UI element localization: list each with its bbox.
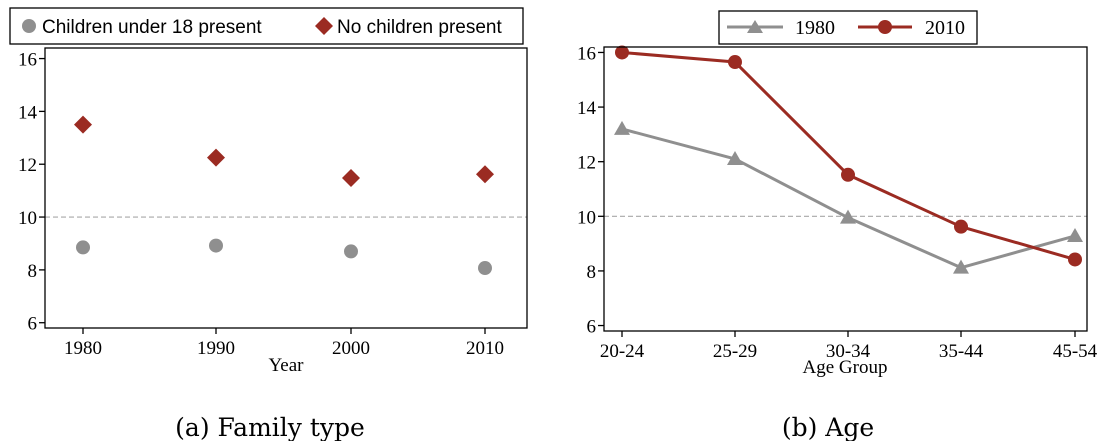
legend-item-children: Children under 18 present bbox=[22, 17, 262, 38]
y-tick-label: 8 bbox=[28, 261, 38, 282]
legend-label-1980: 1980 bbox=[795, 17, 835, 39]
x-tick-label: 45-54 bbox=[1053, 341, 1098, 362]
y-tick-label: 16 bbox=[577, 43, 596, 64]
plot-frame-a bbox=[44, 47, 528, 329]
x-axis-label-a: Year bbox=[268, 355, 304, 376]
point-1980-35-44 bbox=[953, 259, 969, 274]
x-tick-label: 1980 bbox=[64, 338, 102, 359]
y-tick-label: 12 bbox=[18, 155, 37, 176]
legend-marker-children bbox=[22, 19, 36, 33]
legend-marker-2010 bbox=[878, 20, 892, 34]
point-2010-20-24 bbox=[615, 45, 629, 60]
y-tick-label: 16 bbox=[18, 50, 37, 71]
plot-area-a bbox=[74, 115, 494, 276]
point-no-children-2000 bbox=[342, 168, 360, 187]
x-tick-label: 25-29 bbox=[713, 341, 757, 362]
point-no-children-2010 bbox=[476, 165, 494, 184]
y-tick-label: 6 bbox=[587, 317, 597, 338]
x-tick-label: 1990 bbox=[197, 338, 235, 359]
plot-area-b bbox=[614, 45, 1083, 274]
legend-marker-no-children bbox=[315, 17, 333, 35]
point-2010-30-34 bbox=[841, 167, 855, 182]
point-children-2010 bbox=[478, 261, 492, 276]
legend-box-a bbox=[9, 7, 524, 45]
y-axis-b: 6 8 10 12 14 16 bbox=[577, 43, 604, 338]
x-axis-b: 20-24 25-29 30-34 35-44 45-54 bbox=[600, 331, 1098, 362]
legend-label-no-children: No children present bbox=[337, 17, 502, 38]
y-tick-label: 8 bbox=[587, 262, 597, 283]
point-children-1980 bbox=[76, 240, 90, 255]
caption-a: (a) Family type bbox=[175, 413, 365, 441]
point-2010-35-44 bbox=[954, 219, 968, 234]
legend-item-1980: 1980 bbox=[727, 17, 835, 39]
x-axis-label-b: Age Group bbox=[803, 357, 888, 378]
legend-item-no-children: No children present bbox=[315, 17, 502, 38]
legend-label-children: Children under 18 present bbox=[42, 17, 262, 38]
y-tick-label: 14 bbox=[18, 102, 38, 123]
point-1980-45-54 bbox=[1067, 227, 1083, 242]
y-tick-label: 6 bbox=[28, 314, 38, 335]
point-children-2000 bbox=[344, 244, 358, 259]
y-axis-a: 6 8 10 12 14 16 bbox=[18, 50, 45, 335]
series-line-1980 bbox=[621, 127, 1076, 270]
point-1980-20-24 bbox=[614, 120, 630, 135]
legend-marker-1980 bbox=[747, 20, 763, 33]
panel-age: 1980 2010 6 8 10 12 14 16 20-24 25-29 30-34 35-4… bbox=[577, 10, 1098, 441]
legend-item-2010: 2010 bbox=[858, 17, 965, 39]
x-tick-label: 2000 bbox=[332, 338, 370, 359]
x-tick-label: 30-34 bbox=[826, 341, 871, 362]
x-axis-a: 1980 1990 2000 2010 bbox=[64, 328, 504, 359]
point-children-1990 bbox=[209, 238, 223, 253]
point-2010-45-54 bbox=[1068, 252, 1082, 267]
plot-frame-b bbox=[603, 46, 1088, 332]
y-tick-label: 12 bbox=[577, 153, 596, 174]
x-tick-label: 2010 bbox=[466, 338, 504, 359]
point-1980-30-34 bbox=[840, 209, 856, 224]
point-no-children-1990 bbox=[207, 148, 225, 167]
legend-label-2010: 2010 bbox=[925, 17, 965, 39]
panel-family-type: Children under 18 present No children pr… bbox=[9, 7, 528, 441]
y-tick-label: 14 bbox=[577, 98, 597, 119]
x-tick-label: 35-44 bbox=[939, 341, 984, 362]
point-no-children-1980 bbox=[74, 115, 92, 134]
series-line-2010 bbox=[621, 50, 1076, 261]
point-1980-25-29 bbox=[727, 150, 743, 165]
point-2010-25-29 bbox=[728, 55, 742, 70]
y-tick-label: 10 bbox=[18, 208, 37, 229]
x-tick-label: 20-24 bbox=[600, 341, 645, 362]
caption-b: (b) Age bbox=[782, 413, 874, 441]
y-tick-label: 10 bbox=[577, 207, 596, 228]
